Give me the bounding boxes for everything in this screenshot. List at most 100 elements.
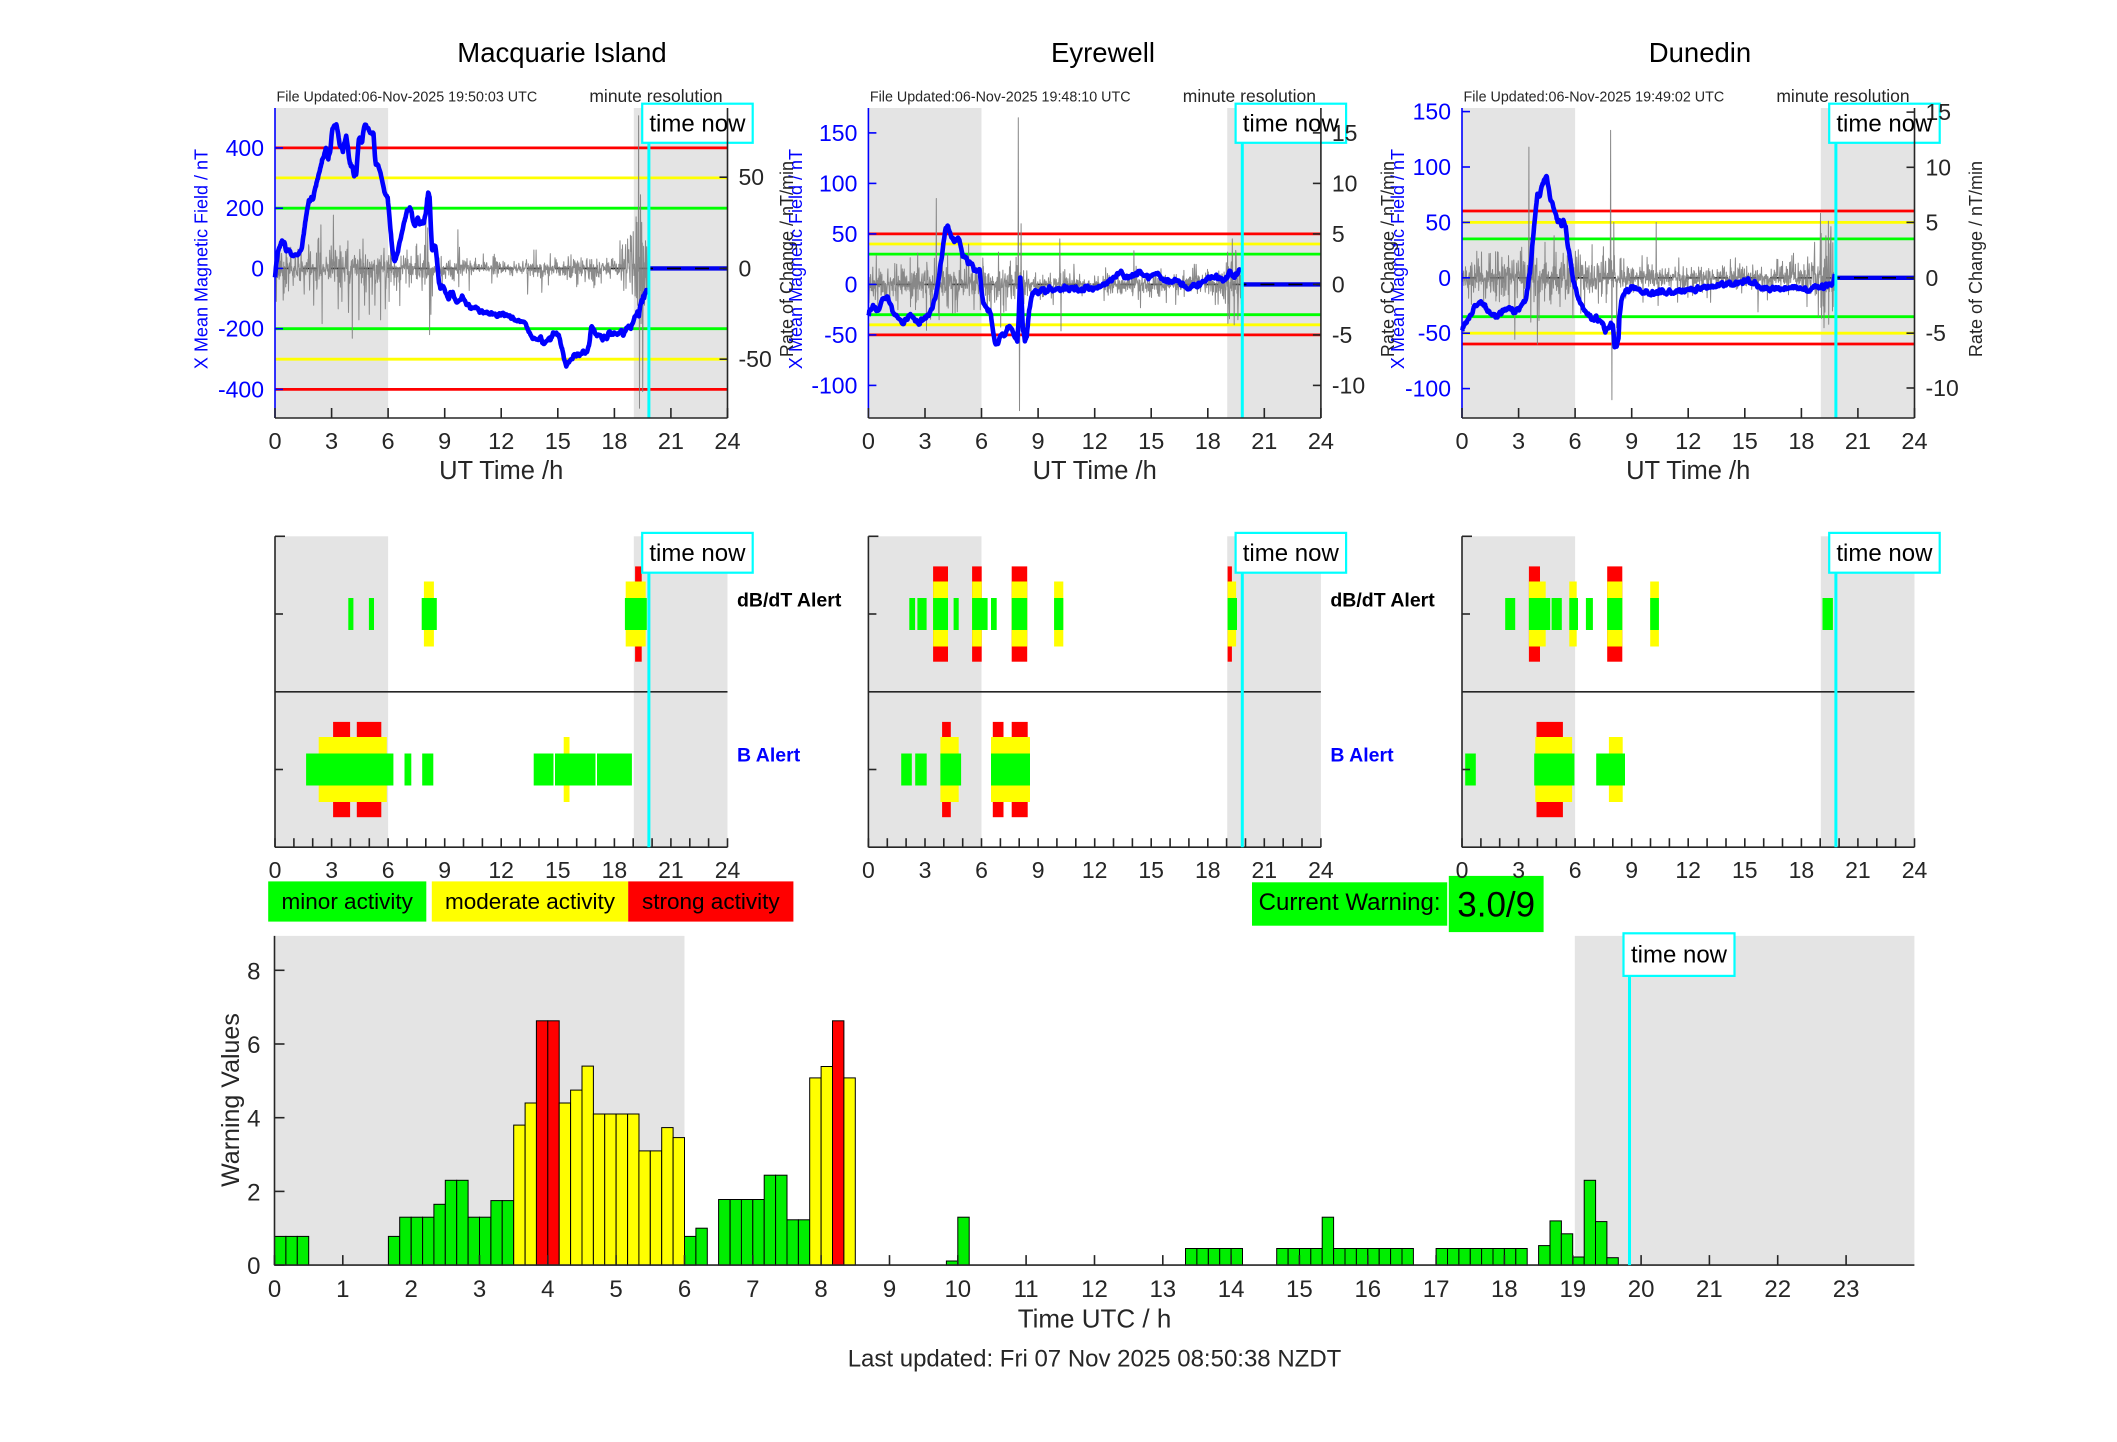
svg-text:3: 3 bbox=[473, 1276, 486, 1303]
svg-text:9: 9 bbox=[1032, 428, 1045, 454]
svg-text:0: 0 bbox=[1455, 428, 1468, 454]
svg-text:strong activity: strong activity bbox=[642, 889, 780, 914]
svg-text:24: 24 bbox=[714, 428, 740, 454]
svg-text:16: 16 bbox=[1354, 1276, 1381, 1303]
svg-text:12: 12 bbox=[1082, 428, 1108, 454]
svg-text:Time UTC / h: Time UTC / h bbox=[1018, 1304, 1172, 1334]
svg-text:0: 0 bbox=[862, 428, 875, 454]
svg-text:X Mean Magnetic Field / nT: X Mean Magnetic Field / nT bbox=[1388, 149, 1408, 369]
svg-text:4: 4 bbox=[541, 1276, 554, 1303]
svg-text:150: 150 bbox=[819, 120, 857, 146]
svg-text:2: 2 bbox=[247, 1179, 260, 1206]
svg-text:150: 150 bbox=[1413, 99, 1451, 125]
svg-text:21: 21 bbox=[1696, 1276, 1723, 1303]
svg-text:9: 9 bbox=[1032, 857, 1045, 883]
svg-text:3: 3 bbox=[325, 428, 338, 454]
svg-text:4: 4 bbox=[247, 1106, 260, 1133]
svg-text:6: 6 bbox=[975, 857, 988, 883]
svg-text:8: 8 bbox=[247, 958, 260, 985]
svg-text:21: 21 bbox=[1252, 857, 1278, 883]
svg-text:21: 21 bbox=[1845, 428, 1871, 454]
svg-text:moderate activity: moderate activity bbox=[445, 889, 616, 914]
svg-text:time now: time now bbox=[1631, 942, 1728, 969]
svg-text:9: 9 bbox=[438, 857, 451, 883]
svg-text:18: 18 bbox=[1788, 428, 1814, 454]
svg-text:-50: -50 bbox=[1418, 320, 1451, 346]
svg-text:minute resolution: minute resolution bbox=[1776, 86, 1909, 106]
svg-text:8: 8 bbox=[814, 1276, 827, 1303]
svg-text:100: 100 bbox=[1413, 154, 1451, 180]
svg-text:19: 19 bbox=[1559, 1276, 1586, 1303]
svg-text:21: 21 bbox=[658, 857, 684, 883]
svg-text:Rate of Change / nT/min: Rate of Change / nT/min bbox=[777, 161, 797, 357]
svg-text:22: 22 bbox=[1764, 1276, 1791, 1303]
svg-text:24: 24 bbox=[1901, 428, 1927, 454]
svg-text:6: 6 bbox=[1569, 857, 1582, 883]
svg-text:3: 3 bbox=[1512, 857, 1525, 883]
svg-text:X Mean Magnetic Field / nT: X Mean Magnetic Field / nT bbox=[192, 149, 212, 369]
svg-text:Last updated: Fri 07 Nov 2025: Last updated: Fri 07 Nov 2025 08:50:38 N… bbox=[848, 1346, 1342, 1373]
svg-text:18: 18 bbox=[602, 857, 628, 883]
svg-text:-100: -100 bbox=[1405, 376, 1451, 402]
svg-text:50: 50 bbox=[739, 164, 765, 190]
svg-text:B Alert: B Alert bbox=[1330, 744, 1394, 766]
svg-text:0: 0 bbox=[269, 857, 282, 883]
svg-text:15: 15 bbox=[1138, 428, 1164, 454]
svg-text:12: 12 bbox=[1675, 857, 1701, 883]
svg-text:0: 0 bbox=[247, 1253, 260, 1280]
svg-text:6: 6 bbox=[382, 857, 395, 883]
svg-text:0: 0 bbox=[1438, 265, 1451, 291]
svg-text:Macquarie Island: Macquarie Island bbox=[457, 37, 666, 68]
svg-text:File Updated:06-Nov-2025 19:48: File Updated:06-Nov-2025 19:48:10 UTC bbox=[870, 90, 1131, 106]
svg-text:-100: -100 bbox=[811, 372, 857, 398]
svg-text:20: 20 bbox=[1628, 1276, 1655, 1303]
svg-text:9: 9 bbox=[438, 428, 451, 454]
svg-text:dB/dT Alert: dB/dT Alert bbox=[1330, 589, 1435, 611]
svg-text:0: 0 bbox=[1926, 265, 1939, 291]
svg-text:3.0/9: 3.0/9 bbox=[1457, 886, 1535, 925]
svg-text:0: 0 bbox=[739, 255, 752, 281]
svg-text:5: 5 bbox=[609, 1276, 622, 1303]
svg-text:21: 21 bbox=[658, 428, 684, 454]
svg-text:time now: time now bbox=[649, 540, 746, 567]
svg-text:100: 100 bbox=[819, 170, 857, 196]
svg-text:time now: time now bbox=[1243, 111, 1340, 138]
svg-text:-10: -10 bbox=[1332, 372, 1365, 398]
svg-text:15: 15 bbox=[1332, 120, 1358, 146]
svg-text:minute resolution: minute resolution bbox=[589, 86, 722, 106]
svg-text:15: 15 bbox=[1138, 857, 1164, 883]
svg-text:3: 3 bbox=[325, 857, 338, 883]
svg-text:15: 15 bbox=[1732, 428, 1758, 454]
svg-text:Eyrewell: Eyrewell bbox=[1051, 37, 1155, 68]
svg-text:Current Warning:: Current Warning: bbox=[1259, 889, 1441, 916]
svg-text:Dunedin: Dunedin bbox=[1649, 37, 1751, 68]
svg-text:10: 10 bbox=[1926, 154, 1952, 180]
svg-text:0: 0 bbox=[1456, 857, 1469, 883]
svg-text:0: 0 bbox=[268, 1276, 281, 1303]
svg-text:Rate of Change / nT/min: Rate of Change / nT/min bbox=[1378, 161, 1398, 357]
svg-text:18: 18 bbox=[1195, 428, 1221, 454]
svg-text:9: 9 bbox=[1625, 428, 1638, 454]
svg-text:2: 2 bbox=[405, 1276, 418, 1303]
svg-text:15: 15 bbox=[1926, 99, 1952, 125]
svg-text:17: 17 bbox=[1423, 1276, 1450, 1303]
svg-text:9: 9 bbox=[883, 1276, 896, 1303]
svg-text:B Alert: B Alert bbox=[737, 744, 801, 766]
svg-text:24: 24 bbox=[1308, 428, 1334, 454]
svg-text:10: 10 bbox=[1332, 170, 1358, 196]
svg-text:6: 6 bbox=[382, 428, 395, 454]
svg-text:3: 3 bbox=[1512, 428, 1525, 454]
svg-text:0: 0 bbox=[845, 271, 858, 297]
svg-text:5: 5 bbox=[1332, 221, 1345, 247]
svg-text:6: 6 bbox=[975, 428, 988, 454]
svg-text:3: 3 bbox=[918, 428, 931, 454]
svg-text:5: 5 bbox=[1926, 209, 1939, 235]
svg-text:-5: -5 bbox=[1332, 322, 1352, 348]
svg-text:dB/dT Alert: dB/dT Alert bbox=[737, 589, 842, 611]
svg-text:UT Time /h: UT Time /h bbox=[1626, 457, 1750, 485]
svg-text:1: 1 bbox=[336, 1276, 349, 1303]
svg-text:Rate of Change / nT/min: Rate of Change / nT/min bbox=[1966, 161, 1986, 357]
svg-text:12: 12 bbox=[488, 857, 514, 883]
svg-text:0: 0 bbox=[251, 255, 264, 281]
svg-text:15: 15 bbox=[1286, 1276, 1313, 1303]
